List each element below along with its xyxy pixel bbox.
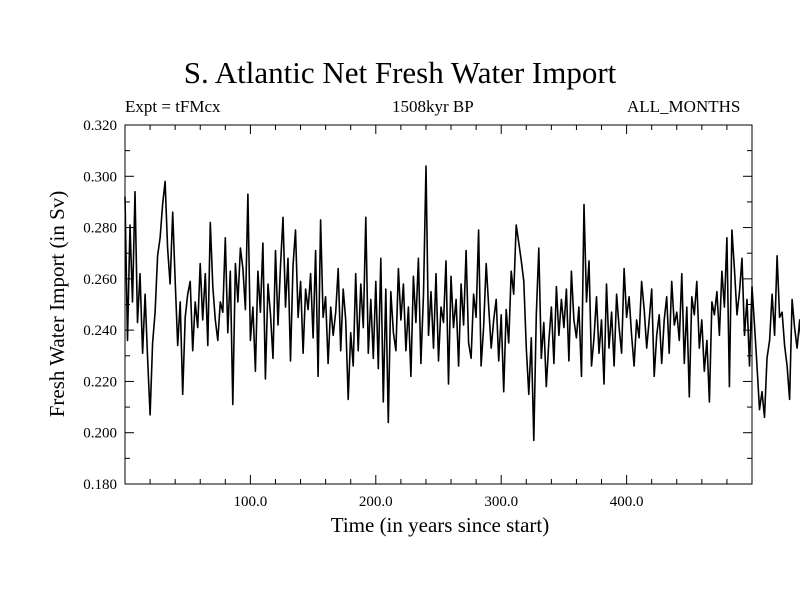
y-tick-label: 0.280	[83, 221, 117, 237]
series-line-fresh-water-import	[124, 165, 800, 442]
plot-frame	[124, 124, 753, 485]
y-tick-label: 0.300	[83, 169, 117, 185]
y-tick-labels: 0.180 0.200 0.220 0.240 0.260 0.280 0.300 0.320	[83, 118, 117, 493]
x-tick-label: 200.0	[359, 494, 393, 510]
y-tick-label: 0.180	[83, 477, 117, 493]
axis-ticks	[125, 124, 752, 485]
y-axis-label: Fresh Water Import (in Sv)	[45, 191, 69, 418]
x-tick-labels: 100.0 200.0 300.0 400.0	[234, 494, 644, 510]
x-tick-label: 100.0	[234, 494, 268, 510]
chart-title: S. Atlantic Net Fresh Water Import	[183, 55, 617, 90]
y-tick-label: 0.220	[83, 374, 117, 390]
experiment-label: Expt = tFMcx	[125, 97, 221, 116]
y-tick-label: 0.240	[83, 323, 117, 339]
x-tick-label: 300.0	[484, 494, 518, 510]
y-tick-label: 0.320	[83, 118, 117, 134]
x-tick-label: 400.0	[610, 494, 644, 510]
y-tick-label: 0.200	[83, 426, 117, 442]
y-tick-label: 0.260	[83, 272, 117, 288]
months-label: ALL_MONTHS	[627, 97, 741, 116]
period-label: 1508kyr BP	[392, 97, 474, 116]
x-axis-label: Time (in years since start)	[331, 513, 550, 537]
